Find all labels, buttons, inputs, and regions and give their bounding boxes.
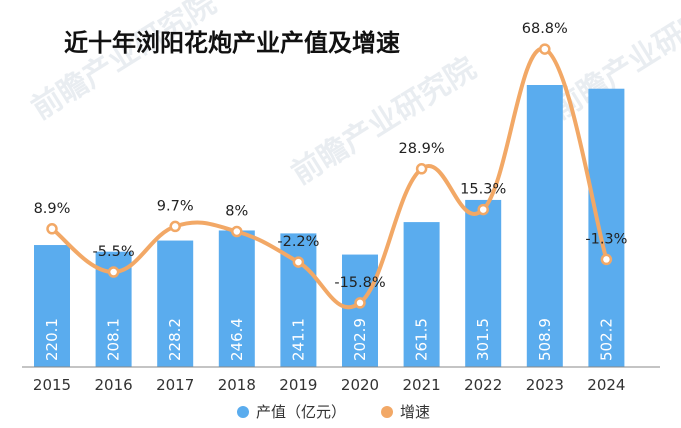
x-tick-2020: 2020 — [341, 376, 379, 394]
chart-title: 近十年浏阳花炮产业产值及增速 — [64, 29, 400, 57]
growth-point-2019 — [292, 256, 305, 268]
x-tick-2015: 2015 — [33, 376, 71, 394]
watermark-text: 前瞻产业研究院 — [26, 0, 223, 127]
x-tick-2021: 2021 — [403, 376, 441, 394]
growth-labels: 8.9% -5.5% 9.7% 8% -2.2% -15.8% 28.9% 15.3% 68.8… — [34, 21, 628, 291]
bar-series — [34, 85, 625, 368]
x-tick-2024: 2024 — [587, 376, 625, 394]
growth-label-2018: 8% — [225, 204, 248, 220]
x-tick-2017: 2017 — [156, 376, 194, 394]
bar-label-2018: 246.4 — [228, 318, 246, 361]
growth-label-2017: 9.7% — [157, 198, 194, 214]
growth-point-2017 — [169, 220, 181, 233]
growth-point-2015 — [46, 223, 58, 235]
x-tick-2018: 2018 — [218, 376, 256, 394]
x-tick-2023: 2023 — [526, 376, 564, 394]
growth-line — [50, 47, 609, 310]
growth-point-2021 — [415, 163, 428, 175]
bar-value-labels: 220.1 208.1 228.2 246.4 241.1 202.9 261.5 301.5… — [43, 318, 615, 361]
bar-label-2016: 208.1 — [105, 318, 123, 361]
growth-label-2019: -2.2% — [277, 234, 319, 250]
x-tick-2022: 2022 — [464, 376, 502, 394]
bar-2024 — [588, 88, 625, 368]
growth-label-2015: 8.9% — [34, 201, 71, 217]
bar-label-2019: 241.1 — [289, 318, 307, 361]
bar-2018 — [218, 230, 255, 367]
bar-label-2022: 301.5 — [474, 318, 492, 361]
x-tick-2016: 2016 — [95, 376, 133, 394]
bar-label-2023: 508.9 — [536, 318, 554, 361]
x-tick-2019: 2019 — [279, 376, 317, 394]
bar-2015 — [34, 245, 70, 367]
x-axis-ticks: 2015 2016 2017 2018 2019 2020 2021 2022 2023 2024 — [33, 376, 626, 394]
growth-label-2021: 28.9% — [399, 141, 445, 157]
bar-label-2017: 228.2 — [166, 318, 184, 361]
legend-swatch-growth — [381, 406, 393, 418]
growth-label-2023: 68.8% — [522, 21, 568, 37]
growth-points — [46, 43, 613, 309]
bar-2017 — [157, 240, 194, 367]
legend-label-output: 产值（亿元） — [256, 403, 346, 421]
bar-label-2015: 220.1 — [43, 318, 61, 361]
bar-2021 — [403, 222, 440, 367]
bar-2022 — [465, 199, 502, 367]
bar-2020 — [342, 254, 378, 367]
growth-point-2024 — [600, 253, 613, 266]
legend: 产值（亿元） 增速 — [237, 403, 430, 421]
bar-label-2020: 202.9 — [351, 318, 369, 361]
legend-swatch-output — [237, 406, 249, 418]
watermark-text: 前瞻产业研究院 — [286, 51, 483, 192]
growth-label-2022: 15.3% — [460, 182, 506, 198]
growth-point-2020 — [354, 297, 366, 309]
bar-label-2024: 502.2 — [597, 318, 615, 361]
growth-point-2022 — [477, 203, 489, 216]
growth-point-2018 — [231, 225, 243, 238]
bar-2023 — [526, 85, 563, 367]
growth-label-2020: -15.8% — [334, 275, 385, 291]
growth-label-2024: -1.3% — [585, 231, 627, 247]
growth-point-2023 — [539, 43, 551, 55]
growth-point-2016 — [107, 266, 120, 278]
legend-label-growth: 增速 — [400, 403, 430, 421]
growth-label-2016: -5.5% — [93, 244, 135, 260]
bar-label-2021: 261.5 — [413, 318, 431, 361]
